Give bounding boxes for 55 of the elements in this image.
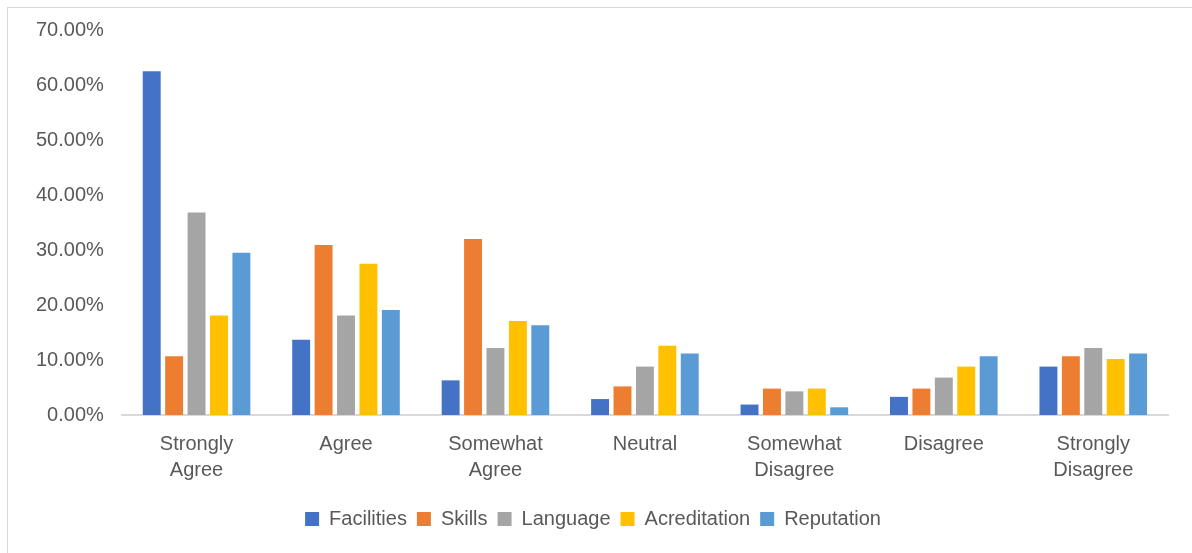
bar: [807, 388, 826, 415]
y-tick-label: 40.00%: [35, 182, 105, 205]
bar: [979, 356, 998, 415]
bar: [187, 212, 206, 415]
bar: [591, 399, 610, 415]
bar: [381, 309, 400, 415]
bar: [1061, 356, 1080, 415]
legend-label: Facilities: [329, 506, 407, 529]
bar: [740, 404, 759, 415]
bar: [1084, 347, 1103, 415]
x-tick-label: Disagree: [903, 431, 984, 454]
bar: [232, 252, 251, 415]
bar: [762, 388, 781, 415]
bar: [1039, 366, 1058, 415]
bar: [890, 396, 908, 415]
x-tick-label: Strongly Disagree: [1053, 431, 1134, 480]
legend-label: Reputation: [784, 506, 881, 529]
bar: [531, 325, 550, 415]
bar: [635, 366, 654, 415]
bar: [292, 339, 311, 415]
bar: [613, 386, 632, 415]
bar: [314, 245, 333, 415]
y-tick-label: 60.00%: [35, 72, 105, 95]
bar: [957, 366, 976, 415]
x-tick-label: Agree: [319, 431, 373, 454]
legend-label: Language: [521, 506, 611, 529]
y-tick-label: 10.00%: [35, 347, 105, 370]
bar: [142, 71, 161, 415]
x-tick-label: Strongly Agree: [159, 431, 234, 480]
y-tick-label: 20.00%: [35, 292, 105, 315]
bar: [830, 407, 849, 415]
bar: [441, 380, 460, 415]
bar: [359, 263, 378, 415]
y-tick-label: 0.00%: [47, 402, 105, 425]
bar: [165, 356, 184, 415]
bar: [1106, 358, 1125, 415]
bar: [658, 345, 677, 415]
bar: [785, 391, 804, 415]
bar: [210, 315, 228, 415]
legend-label: Skills: [440, 506, 488, 529]
y-tick-label: 50.00%: [35, 127, 105, 150]
bar: [508, 320, 527, 415]
bar: [934, 377, 953, 415]
bar: [486, 347, 505, 415]
y-tick-label: 70.00%: [35, 17, 105, 40]
x-tick-label: Somewhat Agree: [448, 431, 544, 480]
bar: [912, 388, 931, 415]
y-tick-label: 30.00%: [35, 237, 105, 260]
bar: [337, 315, 355, 415]
bar: [680, 353, 699, 415]
bar: [1129, 353, 1148, 415]
bar: [464, 239, 483, 415]
x-tick-label: Neutral: [612, 431, 678, 454]
legend-label: Acreditation: [644, 506, 751, 529]
x-tick-label: Somewhat Disagree: [747, 431, 843, 480]
